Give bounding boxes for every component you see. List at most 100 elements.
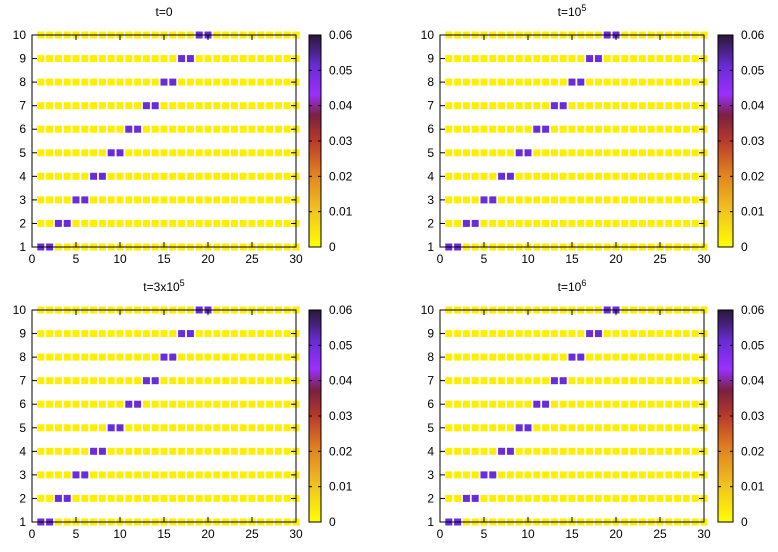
data-point xyxy=(63,172,71,180)
data-point xyxy=(160,494,168,502)
data-point xyxy=(489,330,497,338)
data-point xyxy=(125,149,133,157)
data-point xyxy=(480,424,488,432)
data-point xyxy=(266,149,274,157)
data-point xyxy=(81,330,89,338)
data-point xyxy=(116,55,124,63)
data-point xyxy=(230,353,238,361)
data-point xyxy=(489,447,497,455)
data-point xyxy=(586,102,594,110)
peak-point xyxy=(489,471,497,479)
data-point xyxy=(445,219,453,227)
data-point xyxy=(81,55,89,63)
data-point xyxy=(515,353,523,361)
data-point xyxy=(230,330,238,338)
data-point xyxy=(248,196,256,204)
data-point xyxy=(568,471,576,479)
data-point xyxy=(630,102,638,110)
data-point xyxy=(630,353,638,361)
data-point xyxy=(63,149,71,157)
data-point xyxy=(542,377,550,385)
peak-point xyxy=(480,471,488,479)
data-point xyxy=(239,400,247,408)
data-point xyxy=(612,172,620,180)
data-point xyxy=(524,471,532,479)
data-point xyxy=(107,447,115,455)
data-point xyxy=(568,149,576,157)
colorbar-tick-label: 0.02 xyxy=(329,444,353,458)
data-point xyxy=(204,353,212,361)
data-point xyxy=(603,424,611,432)
data-point xyxy=(222,196,230,204)
data-point xyxy=(682,353,690,361)
data-point xyxy=(638,55,646,63)
colorbar xyxy=(309,35,321,247)
y-tick-label: 9 xyxy=(427,52,434,66)
x-tick-label: 30 xyxy=(289,252,303,266)
data-point xyxy=(134,353,142,361)
data-point xyxy=(142,424,150,432)
peak-point xyxy=(498,447,506,455)
data-point xyxy=(550,196,558,204)
data-point xyxy=(213,125,221,133)
data-point xyxy=(134,471,142,479)
data-point xyxy=(222,172,230,180)
data-point xyxy=(239,55,247,63)
data-point xyxy=(471,330,479,338)
data-point xyxy=(134,149,142,157)
data-point xyxy=(195,353,203,361)
data-point xyxy=(248,471,256,479)
data-point xyxy=(116,494,124,502)
data-point xyxy=(63,330,71,338)
data-point xyxy=(691,400,699,408)
data-point xyxy=(674,494,682,502)
data-point xyxy=(621,400,629,408)
data-point xyxy=(462,125,470,133)
data-point xyxy=(186,102,194,110)
data-point xyxy=(603,78,611,86)
data-point xyxy=(647,330,655,338)
data-point xyxy=(283,78,291,86)
data-point xyxy=(621,471,629,479)
y-tick-label: 10 xyxy=(421,303,435,317)
data-point xyxy=(656,353,664,361)
data-point xyxy=(63,471,71,479)
data-point xyxy=(222,102,230,110)
data-point xyxy=(204,377,212,385)
data-point xyxy=(46,447,54,455)
data-point xyxy=(46,377,54,385)
data-point xyxy=(454,55,462,63)
data-point xyxy=(471,149,479,157)
colorbar xyxy=(718,35,733,247)
data-point xyxy=(169,102,177,110)
data-point xyxy=(471,125,479,133)
data-point xyxy=(445,196,453,204)
data-point xyxy=(37,330,45,338)
data-point xyxy=(612,424,620,432)
data-point xyxy=(621,424,629,432)
data-point xyxy=(462,330,470,338)
data-point xyxy=(213,471,221,479)
peak-point xyxy=(90,172,98,180)
data-point xyxy=(515,196,523,204)
data-point xyxy=(142,447,150,455)
data-point xyxy=(559,125,567,133)
colorbar-tick-label: 0.06 xyxy=(329,303,353,317)
data-point xyxy=(621,149,629,157)
data-point xyxy=(577,494,585,502)
data-point xyxy=(178,424,186,432)
data-point xyxy=(647,353,655,361)
data-point xyxy=(248,353,256,361)
data-point xyxy=(559,353,567,361)
data-point xyxy=(63,102,71,110)
data-point xyxy=(160,172,168,180)
data-point xyxy=(37,219,45,227)
data-point xyxy=(586,219,594,227)
y-tick-label: 6 xyxy=(19,397,26,411)
data-point xyxy=(630,196,638,204)
data-point xyxy=(603,471,611,479)
colorbar-tick-label: 0.06 xyxy=(329,28,353,42)
data-point xyxy=(638,149,646,157)
data-point xyxy=(471,377,479,385)
x-tick-label: 30 xyxy=(697,527,711,541)
